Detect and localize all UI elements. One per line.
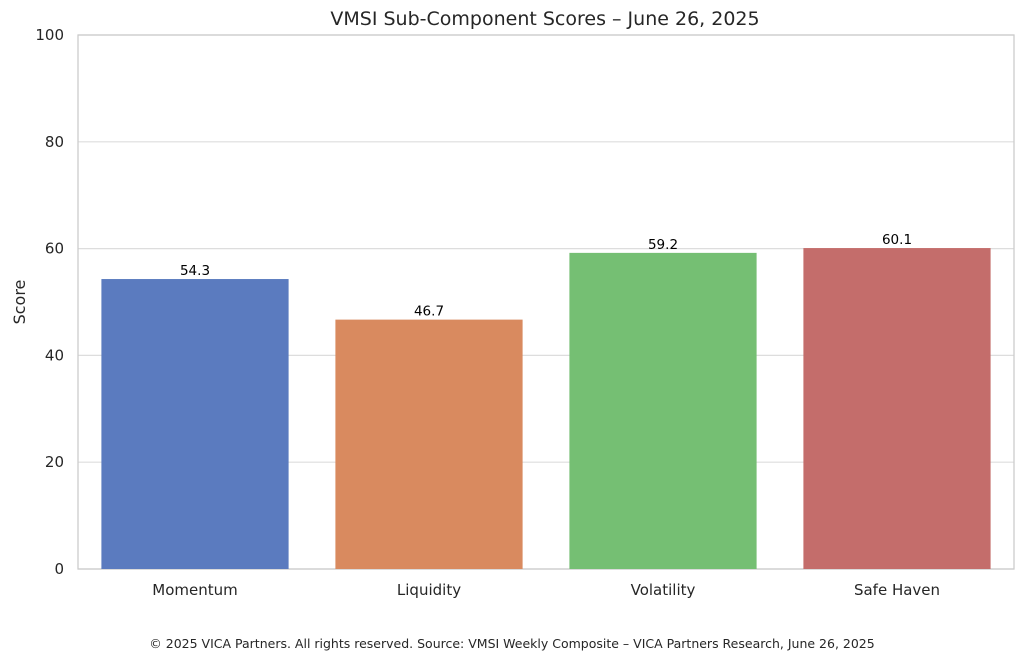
bar-safe-haven — [803, 248, 991, 570]
data-labels: 54.3 46.7 59.2 60.1 — [180, 232, 912, 320]
bar-value-label: 60.1 — [882, 232, 912, 248]
y-tick-label: 0 — [54, 560, 64, 578]
x-tick-label: Momentum — [152, 581, 237, 599]
x-tick-label: Safe Haven — [854, 581, 940, 599]
y-tick-label: 40 — [45, 346, 64, 364]
chart-title: VMSI Sub-Component Scores – June 26, 202… — [330, 8, 759, 30]
y-tick-label: 100 — [35, 26, 64, 44]
y-axis-label: Score — [10, 280, 29, 325]
bars — [101, 248, 991, 570]
y-tick-label: 60 — [45, 240, 64, 258]
bar-value-label: 54.3 — [180, 263, 210, 279]
bar-value-label: 46.7 — [414, 304, 444, 320]
bar-value-label: 59.2 — [648, 237, 678, 253]
y-tick-label: 80 — [45, 133, 64, 151]
footer-copyright-source: © 2025 VICA Partners. All rights reserve… — [149, 636, 874, 651]
y-axis-ticks: 0 20 40 60 80 100 — [35, 26, 64, 578]
bar-momentum — [101, 279, 289, 569]
y-tick-label: 20 — [45, 453, 64, 471]
x-tick-label: Volatility — [631, 581, 696, 599]
plot-area-frame — [77, 34, 1015, 570]
bar-liquidity — [335, 319, 523, 569]
x-tick-label: Liquidity — [397, 581, 461, 599]
x-axis-ticks: Momentum Liquidity Volatility Safe Haven — [152, 581, 940, 599]
bar-volatility — [569, 252, 757, 569]
